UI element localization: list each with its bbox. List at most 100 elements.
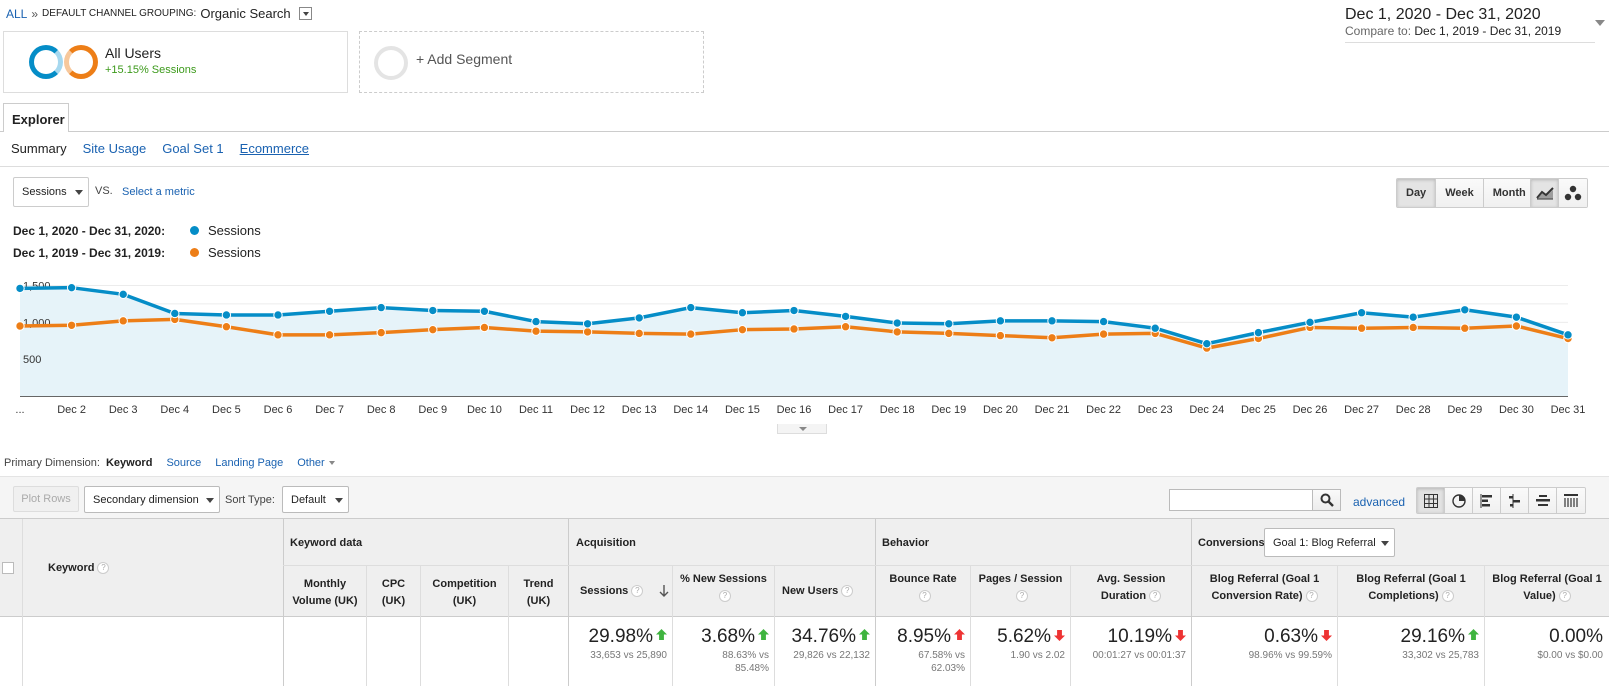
data-point <box>15 283 25 294</box>
granularity-toggle: Day Week Month <box>1396 178 1536 208</box>
help-icon[interactable]: ? <box>1558 590 1571 603</box>
segment-all-users[interactable]: All Users +15.15% Sessions <box>3 31 348 93</box>
view-term-cloud-button[interactable] <box>1529 488 1557 513</box>
granularity-day-button[interactable]: Day <box>1397 179 1437 207</box>
help-icon[interactable]: ? <box>97 562 110 575</box>
subtab-ecommerce[interactable]: Ecommerce <box>239 141 310 156</box>
data-point <box>944 319 954 329</box>
help-icon[interactable]: ? <box>918 590 931 603</box>
motion-chart-button[interactable] <box>1559 179 1587 207</box>
col-pages-session[interactable]: Pages / Session ? <box>971 571 1070 605</box>
data-point <box>118 316 128 326</box>
help-icon[interactable]: ? <box>631 585 644 598</box>
help-icon[interactable]: ? <box>1441 590 1454 603</box>
col-divider <box>1070 565 1071 686</box>
view-pivot-button[interactable] <box>1557 488 1585 513</box>
col-avg-duration-line1: Avg. Session <box>1096 573 1166 585</box>
data-point <box>1202 338 1212 349</box>
col-pct-new-sessions[interactable]: % New Sessions ? <box>673 571 774 605</box>
group-row-border <box>283 565 1609 566</box>
table-search-input[interactable] <box>1169 489 1313 511</box>
col-sessions[interactable]: Sessions? <box>580 583 644 600</box>
granularity-week-button[interactable]: Week <box>1436 179 1484 207</box>
col-blog-conv-rate[interactable]: Blog Referral (Goal 1 Conversion Rate)? <box>1192 571 1337 605</box>
col-divider <box>22 519 23 686</box>
col-cpc[interactable]: CPC (UK) <box>367 576 420 610</box>
col-avg-duration[interactable]: Avg. Session Duration? <box>1071 571 1191 605</box>
data-point <box>995 316 1006 326</box>
data-point <box>66 320 77 330</box>
x-tick-label: Dec 26 <box>1293 404 1328 416</box>
data-point <box>1356 308 1367 318</box>
granularity-month-button[interactable]: Month <box>1483 179 1535 207</box>
data-table: Keyword? Keyword data Acquisition Behavi… <box>0 518 1609 686</box>
col-monthly-volume[interactable]: Monthly Volume (UK) <box>284 576 366 610</box>
col-cpc-line2: (UK) <box>381 595 406 607</box>
total-pages-session: 5.62% 1.90 vs 2.02 <box>971 626 1065 662</box>
help-icon[interactable]: ? <box>1149 590 1162 603</box>
col-bounce-rate[interactable]: Bounce Rate ? <box>876 571 970 605</box>
legend-previous: Dec 1, 2019 - Dec 31, 2019: Sessions <box>13 245 261 260</box>
x-tick-label: Dec 22 <box>1086 404 1121 416</box>
data-point <box>273 330 283 340</box>
explorer-subtabs: Summary Site Usage Goal Set 1 Ecommerce <box>11 141 309 156</box>
sort-descending-icon[interactable] <box>659 585 669 598</box>
col-new-users-label: New Users <box>782 585 839 597</box>
keyword-column-header[interactable]: Keyword? <box>48 562 110 575</box>
search-button[interactable] <box>1312 489 1341 511</box>
chevron-down-icon[interactable] <box>1595 20 1605 26</box>
chart-resize-handle[interactable] <box>777 424 827 434</box>
subtab-summary[interactable]: Summary <box>11 141 67 156</box>
x-tick-label: Dec 12 <box>570 404 605 416</box>
sort-type-select[interactable]: Default <box>282 486 349 513</box>
x-tick-label: Dec 9 <box>418 404 447 416</box>
col-blog-conv-rate-line1: Blog Referral (Goal 1 <box>1209 573 1320 585</box>
col-blog-completions[interactable]: Blog Referral (Goal 1 Completions)? <box>1338 571 1484 605</box>
view-percentage-button[interactable] <box>1445 488 1473 513</box>
help-icon[interactable]: ? <box>1305 590 1318 603</box>
view-performance-button[interactable] <box>1473 488 1501 513</box>
primary-dimension-landing-page[interactable]: Landing Page <box>215 457 284 469</box>
breadcrumb-dimension-value: Organic Search <box>200 6 291 21</box>
arrow-up-icon <box>758 629 769 640</box>
help-icon[interactable]: ? <box>719 590 731 603</box>
help-icon[interactable]: ? <box>841 585 854 598</box>
chevron-down-icon <box>75 190 83 195</box>
plot-rows-button[interactable]: Plot Rows <box>13 486 79 512</box>
data-point <box>221 322 232 332</box>
secondary-dimension-select[interactable]: Secondary dimension <box>84 486 220 513</box>
line-chart-button[interactable] <box>1531 179 1559 207</box>
subtab-site-usage[interactable]: Site Usage <box>82 141 147 156</box>
sort-type-value: Default <box>291 494 326 506</box>
x-tick-label: Dec 3 <box>109 404 138 416</box>
view-comparison-button[interactable] <box>1501 488 1529 513</box>
col-competition[interactable]: Competition (UK) <box>421 576 508 610</box>
help-icon[interactable]: ? <box>1016 590 1028 603</box>
subtab-goal-set-1[interactable]: Goal Set 1 <box>162 141 224 156</box>
primary-dimension-source[interactable]: Source <box>166 457 202 469</box>
goal-select[interactable]: Goal 1: Blog Referral <box>1264 528 1395 557</box>
total-pct-new-sessions-compare-1: 88.63% vs <box>722 650 769 661</box>
col-blog-value[interactable]: Blog Referral (Goal 1 Value)? <box>1485 571 1609 605</box>
breadcrumb-dropdown-icon[interactable] <box>298 7 312 20</box>
date-range-picker[interactable]: Dec 1, 2020 - Dec 31, 2020 Compare to: D… <box>1345 6 1605 43</box>
data-point <box>944 328 954 339</box>
group-acquisition: Acquisition <box>576 537 636 549</box>
select-all-checkbox[interactable] <box>2 562 14 574</box>
advanced-filter-link[interactable]: advanced <box>1353 495 1406 509</box>
view-data-button[interactable] <box>1417 488 1445 513</box>
primary-dimension-other[interactable]: Other <box>297 457 335 469</box>
col-bounce-rate-label: Bounce Rate <box>889 573 957 585</box>
primary-dimension-keyword[interactable]: Keyword <box>105 457 153 469</box>
select-metric-link[interactable]: Select a metric <box>122 186 195 198</box>
col-new-users[interactable]: New Users? <box>782 583 854 600</box>
data-point <box>118 289 128 300</box>
col-trend[interactable]: Trend (UK) <box>509 576 568 610</box>
add-segment-button[interactable]: + Add Segment <box>359 31 704 93</box>
x-tick-label: Dec 18 <box>880 404 915 416</box>
breadcrumb-all-link[interactable]: ALL <box>6 6 28 21</box>
primary-metric-select[interactable]: Sessions <box>13 177 89 207</box>
arrow-up-icon <box>859 629 870 640</box>
tab-explorer[interactable]: Explorer <box>3 103 69 132</box>
